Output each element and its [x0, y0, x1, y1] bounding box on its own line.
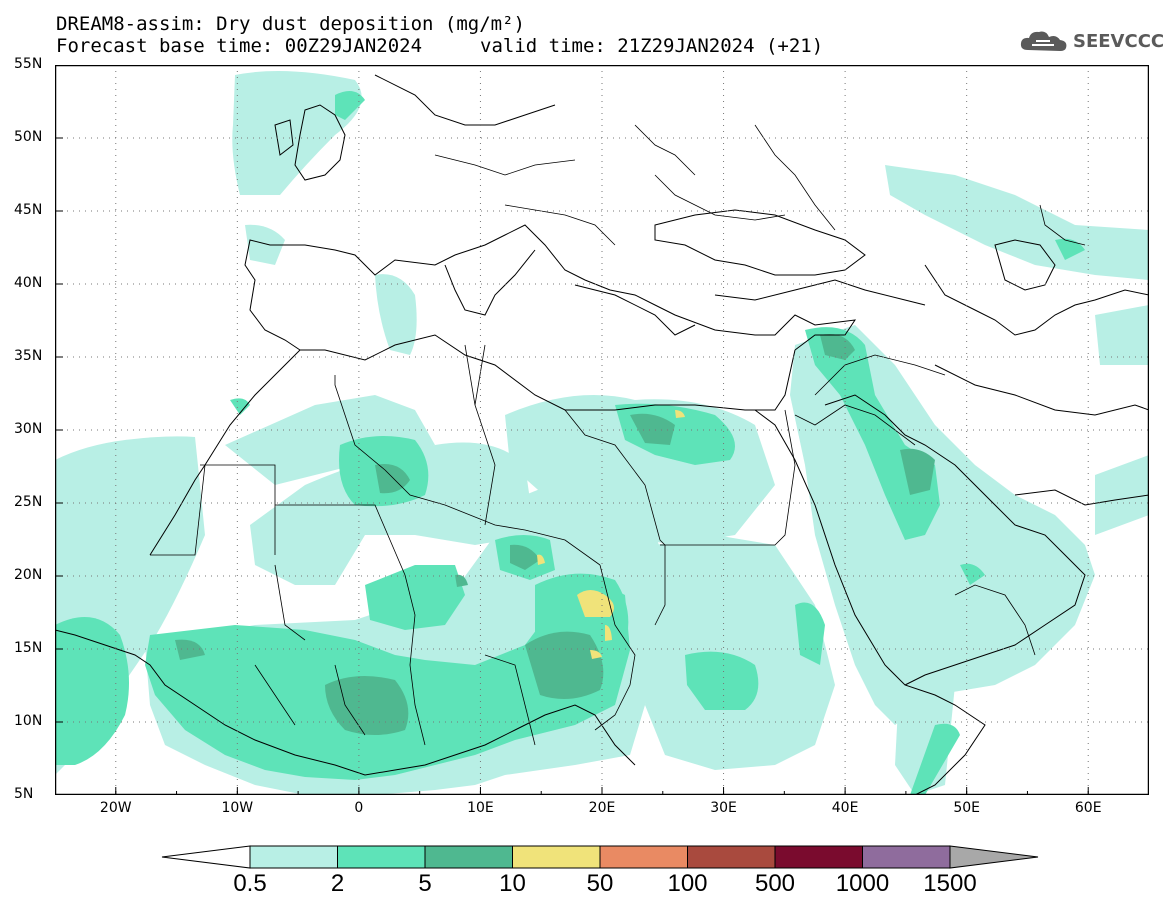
deposition-band-5-10 — [175, 334, 935, 735]
axis-ticks — [55, 65, 1149, 795]
colorbar-label: 100 — [667, 870, 708, 897]
valid-time: valid time: 21Z29JAN2024 (+21) — [480, 35, 824, 57]
colorbar-label: 500 — [754, 870, 796, 897]
logo-text: SEEVCCC — [1073, 30, 1165, 52]
lon-label: 40E — [831, 800, 859, 816]
cloud-icon — [1020, 31, 1067, 51]
colorbar-label: 2 — [330, 870, 345, 897]
lon-label: 0 — [354, 800, 364, 816]
lat-label: 5N — [14, 786, 34, 802]
deposition-band-10-50 — [537, 410, 685, 659]
colorbar-right-arrow — [949, 845, 1039, 869]
colorbar-segment — [249, 845, 338, 869]
lat-label: 55N — [14, 56, 43, 72]
colorbar-left-arrow — [161, 845, 251, 869]
dust-deposition-map — [55, 65, 1149, 795]
lat-label: 15N — [14, 640, 43, 656]
colorbar-label: 5 — [418, 870, 432, 897]
lat-label: 20N — [14, 567, 43, 583]
seevccc-logo: SEEVCCC — [1018, 26, 1164, 56]
colorbar-label: 50 — [586, 870, 614, 897]
lon-label: 10W — [221, 800, 254, 816]
colorbar-segment — [687, 845, 776, 869]
colorbar-label: 1500 — [923, 870, 977, 897]
country-borders — [150, 124, 1086, 746]
lat-label: 35N — [14, 348, 43, 364]
forecast-base-time: Forecast base time: 00Z29JAN2024 — [56, 35, 423, 57]
colorbar-label: 1000 — [835, 870, 890, 897]
lat-label: 45N — [14, 202, 43, 218]
lon-label: 20W — [99, 800, 132, 816]
lat-label: 10N — [14, 713, 43, 729]
colorbar — [161, 845, 1039, 869]
map-title: DREAM8-assim: Dry dust deposition (mg/m²… — [56, 13, 525, 35]
lon-label: 10E — [467, 800, 494, 816]
lat-label: 25N — [14, 494, 43, 510]
lon-label: 50E — [953, 800, 980, 816]
colorbar-segment — [337, 845, 426, 869]
lat-lon-grid — [55, 65, 1149, 795]
colorbar-segment — [599, 845, 688, 869]
lat-label: 40N — [14, 275, 43, 291]
lat-label: 30N — [14, 421, 43, 437]
colorbar-segment — [774, 845, 863, 869]
colorbar-segment — [512, 845, 601, 869]
lon-label: 30E — [710, 800, 737, 816]
lat-label: 50N — [14, 129, 43, 145]
colorbar-label: 0.5 — [233, 870, 267, 897]
colorbar-segment — [862, 845, 951, 869]
lon-label: 60E — [1074, 800, 1102, 816]
lon-label: 20E — [588, 800, 616, 816]
colorbar-segment — [424, 845, 513, 869]
colorbar-label: 10 — [499, 870, 526, 897]
